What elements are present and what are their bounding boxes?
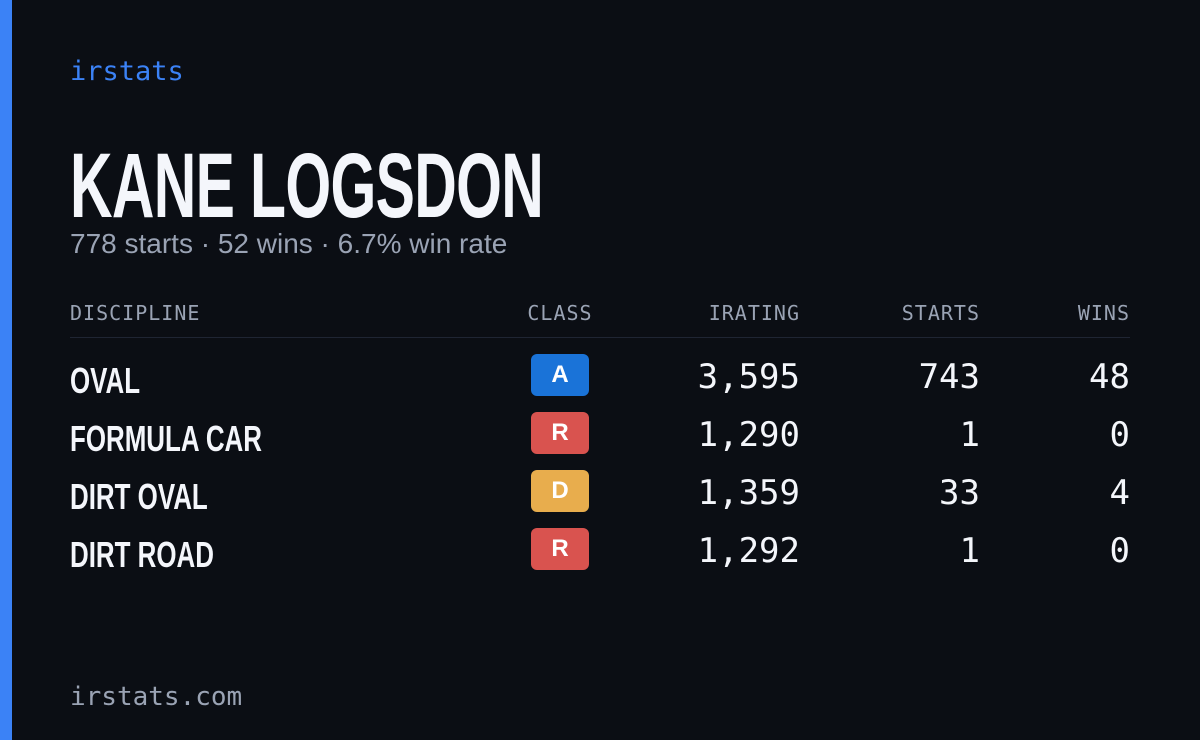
wins: 48 [1089, 357, 1130, 397]
column-header: WINS [1077, 301, 1130, 325]
column-header: STARTS [901, 301, 980, 325]
wins: 4 [1109, 473, 1130, 513]
discipline: DIRT OVAL [70, 476, 208, 517]
footer: irstats.com [70, 682, 243, 712]
class-badge: R [531, 528, 589, 570]
class-badge: D [531, 470, 589, 512]
discipline: FORMULA CAR [70, 418, 262, 459]
column-header: DISCIPLINE [70, 301, 201, 325]
wins: 0 [1109, 531, 1130, 571]
irating: 1,290 [697, 415, 800, 455]
class-badge: R [531, 412, 589, 454]
starts: 1 [959, 415, 980, 455]
accent-strip [0, 0, 12, 740]
irating: 1,359 [697, 473, 800, 513]
irating: 1,292 [697, 531, 800, 571]
wins: 0 [1109, 415, 1130, 455]
column-header: IRATING [708, 301, 800, 325]
driver-name: KANE LOGSDON [70, 135, 544, 237]
divider [70, 337, 1130, 338]
column-header: CLASS [527, 301, 593, 325]
starts: 33 [939, 473, 980, 513]
discipline: DIRT ROAD [70, 534, 214, 575]
brand: irstats [70, 56, 184, 87]
summary: 778 starts · 52 wins · 6.7% win rate [70, 228, 508, 259]
class-badge: A [531, 354, 589, 396]
irating: 3,595 [697, 357, 800, 397]
starts: 1 [959, 531, 980, 571]
starts: 743 [918, 357, 980, 397]
discipline: OVAL [70, 360, 141, 401]
